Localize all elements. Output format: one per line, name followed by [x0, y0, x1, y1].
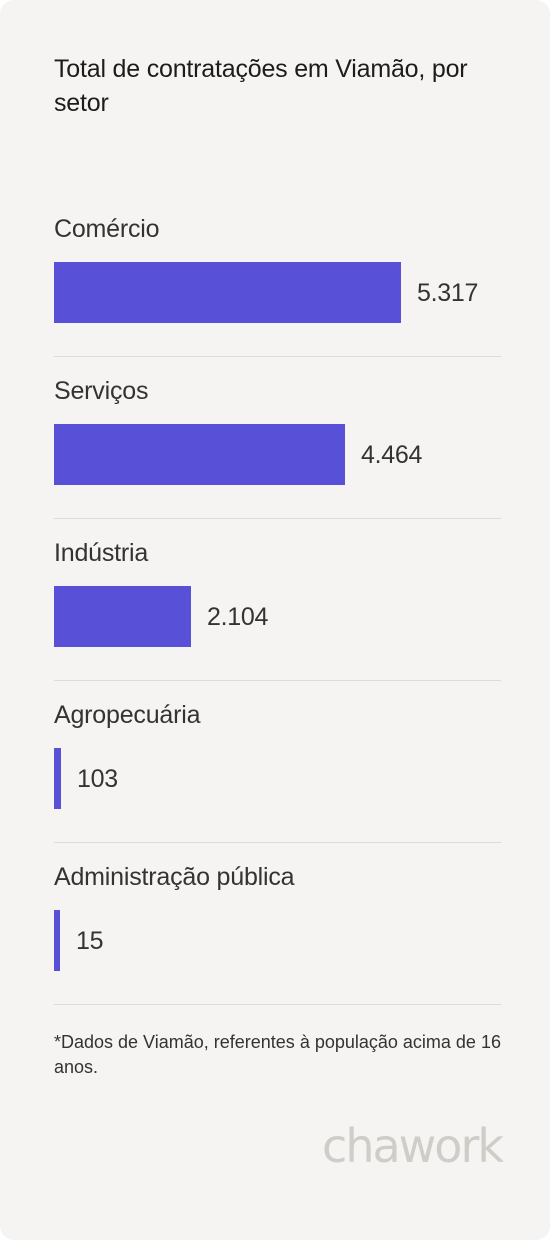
bar-rows: Comércio 5.317 Serviços 4.464 Indústria 2.104… — [54, 195, 501, 1005]
value-label: 5.317 — [417, 279, 479, 307]
footnote: *Dados de Viamão, referentes à população… — [54, 1032, 501, 1077]
value-label: 4.464 — [361, 441, 423, 469]
category-label: Agropecuária — [54, 701, 201, 729]
bar-row: Agropecuária 103 — [54, 681, 501, 843]
bar-row: Indústria 2.104 — [54, 519, 501, 681]
bar — [54, 748, 61, 809]
bar-row: Serviços 4.464 — [54, 357, 501, 519]
category-label: Administração pública — [54, 863, 295, 891]
value-label: 2.104 — [207, 603, 269, 631]
value-label: 15 — [76, 927, 104, 955]
category-label: Indústria — [54, 539, 149, 567]
chawork-logo: chawork — [322, 1119, 504, 1173]
category-label: Comércio — [54, 215, 160, 243]
bar — [54, 910, 60, 971]
value-label: 103 — [77, 765, 118, 793]
category-label: Serviços — [54, 377, 149, 405]
bar-row: Administração pública 15 — [54, 843, 501, 1005]
chart-title: Total de contratações em Viamão, por set… — [54, 55, 468, 117]
bar — [54, 586, 191, 647]
bar — [54, 262, 401, 323]
bar — [54, 424, 345, 485]
bar-row: Comércio 5.317 — [54, 195, 501, 357]
